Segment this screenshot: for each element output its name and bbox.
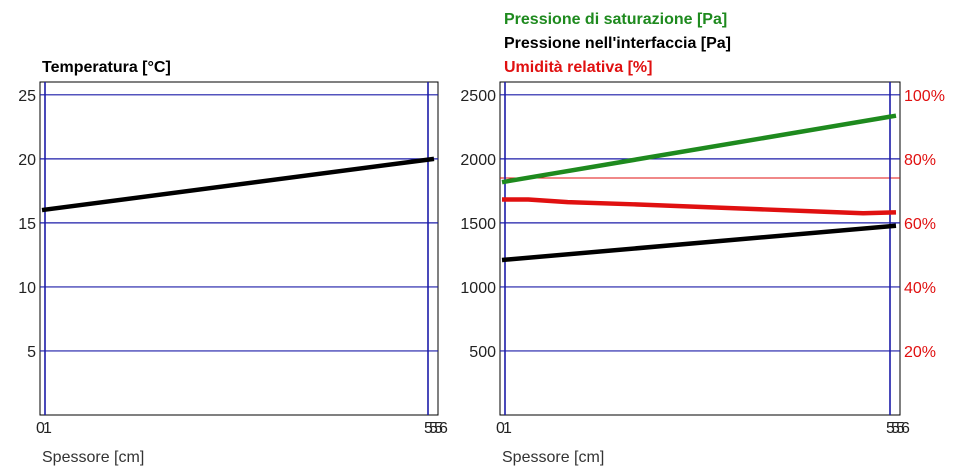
series-line-2	[502, 197, 897, 216]
y-tick-label: 1500	[460, 216, 496, 233]
y-tick-label: 10	[18, 280, 36, 297]
temperature-plot-frame	[39, 81, 439, 416]
x-tick-label: 6	[439, 420, 448, 437]
relative-humidity-title: Umidità relativa [%]	[504, 59, 652, 76]
series-line-0	[41, 156, 435, 213]
y-tick-label: 25	[18, 88, 36, 105]
y-right-tick-label: 60%	[904, 216, 936, 233]
x-tick-label: 1	[503, 420, 512, 437]
temperature-grid	[40, 94, 438, 352]
y-tick-label: 1000	[460, 280, 496, 297]
saturation-pressure-title: Pressione di saturazione [Pa]	[504, 11, 727, 28]
temperature-x-axis-label: Spessore [cm]	[42, 449, 144, 466]
interface-pressure-title: Pressione nell'interfaccia [Pa]	[504, 35, 731, 52]
x-tick-label: 6	[901, 420, 910, 437]
series-line-0	[501, 113, 897, 185]
y-tick-label: 5	[27, 344, 36, 361]
y-tick-label: 2000	[460, 152, 496, 169]
x-tick-label: 5	[434, 420, 443, 437]
temperature-y-ticks: 5 10 15 20 25	[18, 88, 36, 361]
pressure-humidity-series	[501, 113, 897, 263]
temperature-chart-title: Temperatura [°C]	[42, 59, 171, 76]
x-tick-label: 5	[424, 420, 433, 437]
x-tick-label: 5	[429, 420, 438, 437]
temperature-layer-lines	[44, 82, 429, 415]
x-tick-label: 5	[886, 420, 895, 437]
y-tick-label: 20	[18, 152, 36, 169]
x-tick-label: 0	[496, 420, 505, 437]
pressure-grid	[500, 94, 900, 352]
series-line-1	[501, 223, 897, 263]
y-right-tick-label: 20%	[904, 344, 936, 361]
pressure-plot-frame	[499, 81, 901, 416]
pressure-x-axis-label: Spessore [cm]	[502, 449, 604, 466]
y-tick-label: 15	[18, 216, 36, 233]
pressure-layer-lines	[504, 82, 891, 415]
y-right-tick-label: 100%	[904, 88, 945, 105]
y-tick-label: 500	[469, 344, 496, 361]
temperature-series	[41, 156, 435, 213]
pressure-y-ticks: 500 1000 1500 2000 2500	[460, 88, 496, 361]
x-tick-label: 5	[891, 420, 900, 437]
x-tick-label: 1	[43, 420, 52, 437]
x-tick-label: 0	[36, 420, 45, 437]
x-tick-label: 5	[896, 420, 905, 437]
y-tick-label: 2500	[460, 88, 496, 105]
y-right-tick-label: 40%	[904, 280, 936, 297]
pressure-humidity-chart: Pressione di saturazione [Pa] Pressione …	[460, 11, 945, 466]
humidity-y-ticks: 20% 40% 60% 80% 100%	[904, 88, 945, 361]
y-right-tick-label: 80%	[904, 152, 936, 169]
